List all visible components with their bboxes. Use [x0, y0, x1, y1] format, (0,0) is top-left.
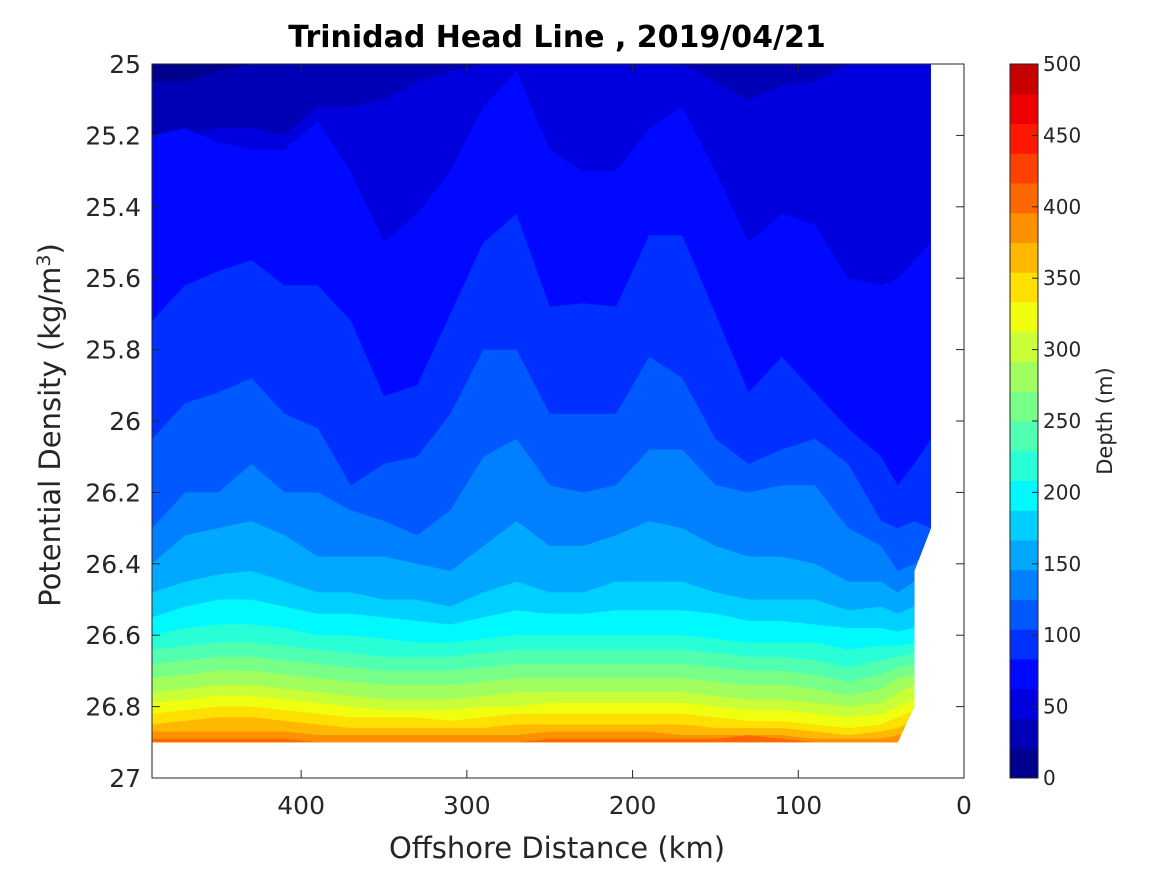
- y-tick-label: 27: [109, 764, 141, 793]
- colorbar-segment: [1010, 659, 1038, 690]
- colorbar-tick-label: 450: [1043, 123, 1081, 147]
- y-tick-label: 25.8: [85, 336, 141, 365]
- colorbar-tick-label: 250: [1043, 409, 1081, 433]
- colorbar-label: Depth (m): [1093, 367, 1117, 474]
- y-tick-label: 26.4: [85, 550, 141, 579]
- y-axis-label-superscript: 3: [33, 254, 55, 266]
- colorbar-segment: [1010, 212, 1038, 243]
- colorbar-segment: [1010, 331, 1038, 362]
- x-axis-label: Offshore Distance (km): [389, 831, 725, 865]
- colorbar-tick-label: 350: [1043, 266, 1081, 290]
- colorbar-segment: [1010, 688, 1038, 719]
- colorbar-tick-label: 0: [1043, 766, 1056, 790]
- colorbar-segment: [1010, 272, 1038, 303]
- chart-title: Trinidad Head Line , 2019/04/21: [288, 20, 825, 55]
- y-tick-label: 25.2: [85, 121, 141, 150]
- colorbar-tick-label: 150: [1043, 552, 1081, 576]
- colorbar-segment: [1010, 361, 1038, 392]
- colorbar-segment: [1010, 153, 1038, 184]
- y-tick-label: 26.2: [85, 478, 141, 507]
- colorbar-segment: [1010, 183, 1038, 214]
- colorbar-tick-label: 500: [1043, 52, 1081, 76]
- x-tick-label: 300: [443, 791, 491, 820]
- colorbar-segment: [1010, 599, 1038, 630]
- colorbar-segment: [1010, 510, 1038, 541]
- contour-bands: [152, 64, 931, 743]
- colorbar-segment: [1010, 242, 1038, 273]
- contour-band-475: [152, 735, 931, 743]
- colorbar-segment: [1010, 540, 1038, 571]
- colorbar-segment: [1010, 569, 1038, 600]
- y-tick-label: 25.4: [85, 193, 141, 222]
- colorbar: [1010, 64, 1038, 779]
- colorbar-tick-label: 300: [1043, 338, 1081, 362]
- y-axis-label-close: ): [33, 243, 67, 254]
- y-axis-label: Potential Density (kg/m3): [33, 243, 67, 607]
- colorbar-segment: [1010, 123, 1038, 154]
- x-tick-label: 400: [277, 791, 325, 820]
- colorbar-segment: [1010, 302, 1038, 333]
- x-tick-label: 0: [956, 791, 972, 820]
- y-tick-label: 26.8: [85, 693, 141, 722]
- colorbar-segment: [1010, 629, 1038, 660]
- y-axis: 25 25.2 25.4 25.6 25.8 26 26.2 26.4 26.6 26.8 27: [85, 50, 964, 793]
- colorbar-tick-label: 400: [1043, 195, 1081, 219]
- y-tick-label: 26: [109, 407, 141, 436]
- y-tick-label: 25.6: [85, 264, 141, 293]
- colorbar-segment: [1010, 450, 1038, 481]
- colorbar-segment: [1010, 391, 1038, 422]
- colorbar-ticks: 0 50 100 150 200 250 300 350 400 450 500: [1032, 52, 1081, 790]
- colorbar-tick-label: 200: [1043, 480, 1081, 504]
- colorbar-segment: [1010, 480, 1038, 511]
- x-axis: 400 300 200 100 0: [277, 64, 972, 820]
- x-tick-label: 200: [609, 791, 657, 820]
- colorbar-segment: [1010, 64, 1038, 95]
- x-tick-label: 100: [774, 791, 822, 820]
- colorbar-tick-label: 50: [1043, 695, 1068, 719]
- colorbar-tick-label: 100: [1043, 623, 1081, 647]
- y-tick-label: 26.6: [85, 621, 141, 650]
- colorbar-segment: [1010, 421, 1038, 452]
- y-axis-label-main: Potential Density (kg/m: [33, 267, 67, 607]
- colorbar-segment: [1010, 93, 1038, 124]
- colorbar-segment: [1010, 748, 1038, 779]
- contour-band-450: [152, 731, 931, 743]
- y-tick-label: 25: [109, 50, 141, 79]
- colorbar-segment: [1010, 718, 1038, 749]
